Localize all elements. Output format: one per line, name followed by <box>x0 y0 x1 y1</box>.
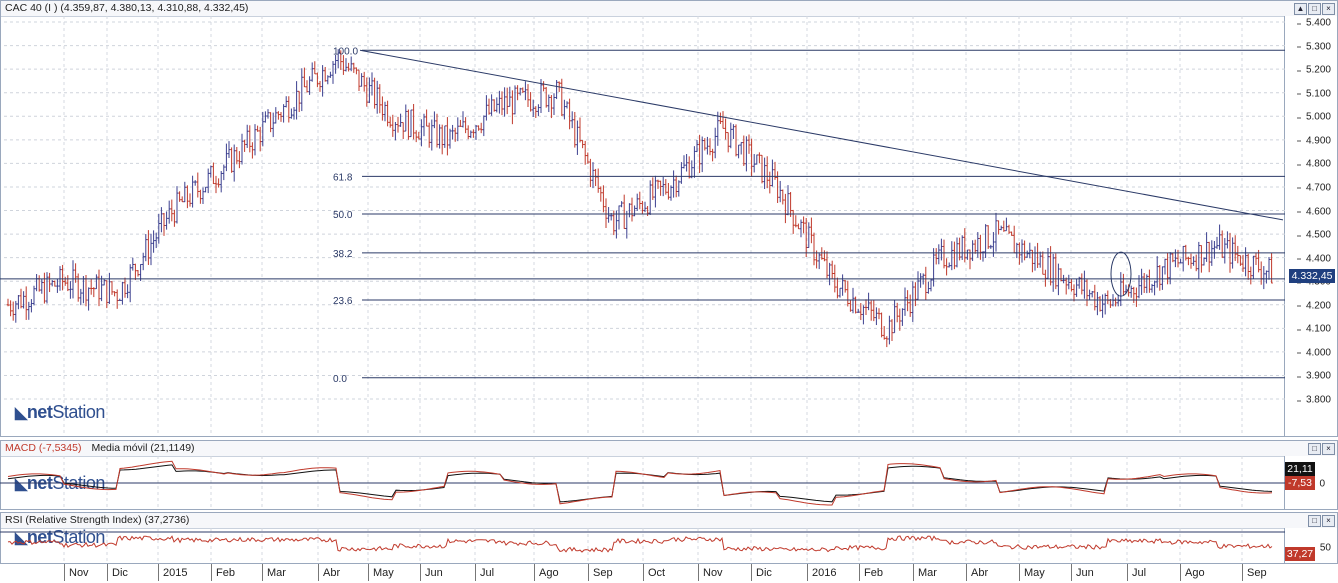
x-axis-label: Dic <box>751 564 772 581</box>
rsi-pane-header: RSI (Relative Strength Index) (37,2736) … <box>1 513 1337 529</box>
price-y-tick: 5.400 <box>1296 17 1331 29</box>
macd-maximize-button[interactable]: □ <box>1308 443 1321 455</box>
x-axis-label: May <box>368 564 394 581</box>
x-axis-label: May <box>1019 564 1045 581</box>
price-y-tick: 4.600 <box>1296 206 1331 217</box>
macd-ma-tag: 21,11 <box>1285 462 1315 476</box>
macd-zero-label: 0 <box>1311 478 1325 490</box>
price-y-tick: 4.100 <box>1296 323 1331 335</box>
x-axis-label: Jun <box>420 564 443 581</box>
price-y-tick: 4.700 <box>1296 182 1331 194</box>
x-axis-label: Feb <box>211 564 235 581</box>
x-axis-label: 2016 <box>806 564 837 581</box>
price-pane-header: CAC 40 (I ) (4.359,87, 4.380,13, 4.310,8… <box>1 1 1337 17</box>
close-button[interactable]: × <box>1322 3 1335 15</box>
x-axis-label: Oct <box>642 564 666 581</box>
scroll-up-button[interactable]: ▲ <box>1294 3 1307 15</box>
x-axis-label: Ago <box>534 564 559 581</box>
rsi-pane[interactable]: RSI (Relative Strength Index) (37,2736) … <box>0 512 1338 564</box>
macd-pane-title: MACD (-7,5345) Media móvil (21,1149) <box>5 442 195 454</box>
price-y-tick: 3.900 <box>1296 370 1331 382</box>
macd-close-button[interactable]: × <box>1322 443 1335 455</box>
x-axis-label: Ago <box>1180 564 1205 581</box>
x-axis-label: Jul <box>1126 564 1147 581</box>
price-y-tick: 3.800 <box>1296 394 1331 406</box>
rsi-value-tag: 37,27 <box>1285 547 1315 561</box>
logo-brand-light-macd: Station <box>52 473 105 493</box>
logo-brand: net <box>26 402 53 422</box>
last-price-tag: 4.332,45 <box>1289 269 1335 283</box>
macd-pane-header: MACD (-7,5345) Media móvil (21,1149) □ × <box>1 441 1337 457</box>
x-axis-label: Abr <box>965 564 989 581</box>
rsi-maximize-button[interactable]: □ <box>1308 515 1321 527</box>
x-axis-label: Jul <box>474 564 495 581</box>
price-y-tick: 4.200 <box>1296 300 1331 312</box>
rsi-close-button[interactable]: × <box>1322 515 1335 527</box>
time-x-axis[interactable]: Nov Dic 2015 Feb Mar Abr May Jun Jul Ago Sep Oct Nov… <box>0 563 1286 583</box>
x-axis-label: Mar <box>913 564 937 581</box>
price-y-tick: 5.000 <box>1296 111 1331 123</box>
price-y-axis[interactable]: 5.400 5.300 5.200 5.100 5.000 4.900 4.800 4.700… <box>1284 16 1337 436</box>
x-axis-label: Jun <box>1071 564 1094 581</box>
macd-ma-title: Media móvil (21,1149) <box>91 442 195 454</box>
x-axis-label: Sep <box>1242 564 1267 581</box>
netstation-logo: ◣netStation <box>15 402 105 422</box>
price-y-tick: 4.000 <box>1296 347 1331 359</box>
maximize-button[interactable]: □ <box>1308 3 1321 15</box>
x-axis-label: Nov <box>64 564 89 581</box>
x-axis-label: Feb <box>859 564 883 581</box>
price-pane[interactable]: CAC 40 (I ) (4.359,87, 4.380,13, 4.310,8… <box>0 0 1338 437</box>
price-y-tick: 5.100 <box>1296 88 1331 100</box>
price-y-tick: 5.300 <box>1296 41 1331 53</box>
x-axis-label: Sep <box>588 564 613 581</box>
x-axis-label: 2015 <box>157 564 188 581</box>
logo-brand-light-rsi: Station <box>52 527 105 547</box>
price-y-tick: 4.900 <box>1296 135 1331 147</box>
price-y-tick: 5.200 <box>1296 64 1331 76</box>
rsi-level-label: 50 <box>1310 542 1331 554</box>
logo-brand-light: Station <box>52 402 105 422</box>
netstation-logo-rsi: ◣netStation <box>15 527 105 547</box>
logo-brand-macd: net <box>26 473 53 493</box>
price-y-tick: 4.800 <box>1296 158 1331 170</box>
price-pane-title: CAC 40 (I ) (4.359,87, 4.380,13, 4.310,8… <box>5 2 249 14</box>
macd-title: MACD (-7,5345) <box>5 442 82 454</box>
price-y-tick: 4.500 <box>1296 229 1331 241</box>
rsi-title: RSI (Relative Strength Index) (37,2736) <box>5 514 190 526</box>
x-axis-label: Abr <box>317 564 341 581</box>
macd-pane[interactable]: MACD (-7,5345) Media móvil (21,1149) □ × … <box>0 440 1338 510</box>
netstation-logo-macd: ◣netStation <box>15 473 105 493</box>
x-axis-label: Dic <box>107 564 128 581</box>
macd-value-tag: -7,53 <box>1285 476 1315 490</box>
logo-brand-rsi: net <box>26 527 53 547</box>
x-axis-label: Nov <box>698 564 723 581</box>
price-y-tick: 4.400 <box>1296 253 1331 265</box>
x-axis-label: Mar <box>262 564 286 581</box>
